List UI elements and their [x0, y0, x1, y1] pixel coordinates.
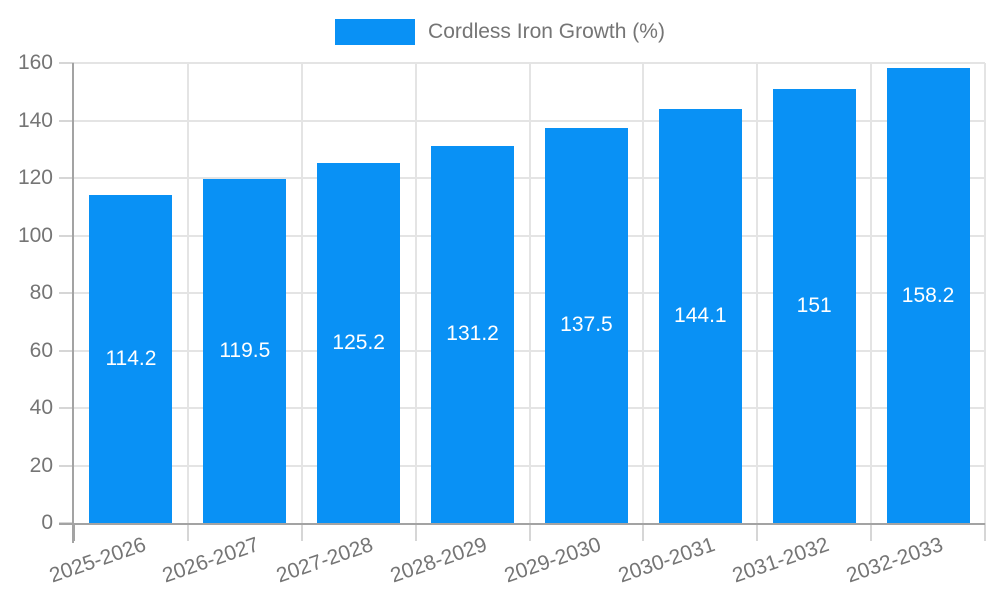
bar-value-label: 144.1	[674, 303, 727, 327]
x-tick-mark	[528, 523, 531, 541]
gridline-vertical	[528, 63, 531, 523]
gridline-vertical	[642, 63, 645, 523]
bar: 151	[772, 88, 856, 523]
bar: 158.2	[886, 68, 970, 523]
x-axis-tick-label: 2031-2032	[729, 533, 832, 588]
bar-value-label: 137.5	[560, 313, 613, 337]
bar-value-label: 125.2	[332, 331, 385, 355]
bar-value-label: 158.2	[901, 283, 955, 307]
y-axis-tick-label: 60	[29, 338, 53, 362]
bar-value-label: 114.2	[105, 346, 157, 370]
bar: 119.5	[203, 179, 287, 523]
y-tick-mark	[59, 407, 74, 409]
plot-area: 114.2 119.5 125.2 131.2 137.5 144.1 151 158.2	[74, 62, 986, 523]
x-tick-mark	[756, 523, 759, 541]
x-tick-mark	[642, 523, 645, 541]
y-tick-mark	[59, 177, 74, 179]
y-tick-mark	[59, 234, 74, 237]
y-axis-tick-label: 120	[17, 166, 53, 189]
bar: 125.2	[317, 163, 401, 523]
x-axis-tick-label: 2030-2031	[615, 533, 718, 588]
y-axis-tick-label: 160	[17, 51, 53, 74]
x-tick-mark	[414, 523, 417, 541]
legend: Cordless Iron Growth (%)	[0, 17, 1000, 47]
x-axis-tick-label: 2027-2028	[273, 533, 377, 588]
x-axis-line	[59, 523, 985, 525]
x-axis-tick-label: 2029-2030	[501, 533, 604, 588]
x-tick-mark	[186, 523, 189, 541]
gridline-vertical	[756, 63, 759, 523]
x-axis-tick-label: 2032-2033	[843, 533, 946, 588]
bar: 137.5	[544, 127, 628, 523]
x-axis-tick-label: 2026-2027	[159, 533, 263, 588]
legend-swatch	[335, 19, 416, 45]
bar: 131.2	[431, 145, 515, 523]
y-tick-mark	[59, 292, 74, 294]
bar-value-label: 119.5	[219, 339, 271, 363]
gridline-vertical	[186, 63, 189, 523]
bar-value-label: 131.2	[446, 322, 499, 346]
bar: 114.2	[89, 194, 173, 523]
y-tick-mark	[59, 119, 74, 122]
bar: 144.1	[658, 108, 742, 523]
y-axis-tick-label: 100	[17, 223, 53, 247]
x-axis-tick-label: 2028-2029	[387, 533, 491, 588]
y-axis-tick-label: 0	[41, 511, 53, 534]
legend-label: Cordless Iron Growth (%)	[428, 20, 665, 43]
bar-value-label: 151	[796, 293, 832, 317]
gridline-vertical	[300, 63, 303, 523]
x-tick-mark	[73, 523, 75, 541]
x-axis-tick-label: 2025-2026	[45, 533, 149, 588]
gridline-vertical	[984, 63, 986, 523]
y-axis-line	[72, 63, 74, 543]
y-axis-tick-label: 80	[29, 281, 53, 304]
y-tick-mark	[59, 62, 74, 64]
x-tick-mark	[984, 523, 986, 541]
y-tick-mark	[59, 349, 74, 352]
y-axis-tick-label: 140	[17, 108, 53, 132]
gridline-vertical	[870, 63, 873, 523]
y-axis-tick-label: 20	[29, 453, 53, 477]
x-tick-mark	[870, 523, 873, 541]
x-tick-mark	[300, 523, 303, 541]
y-tick-mark	[59, 464, 74, 467]
y-axis-tick-label: 40	[29, 396, 53, 419]
gridline-vertical	[414, 63, 417, 523]
